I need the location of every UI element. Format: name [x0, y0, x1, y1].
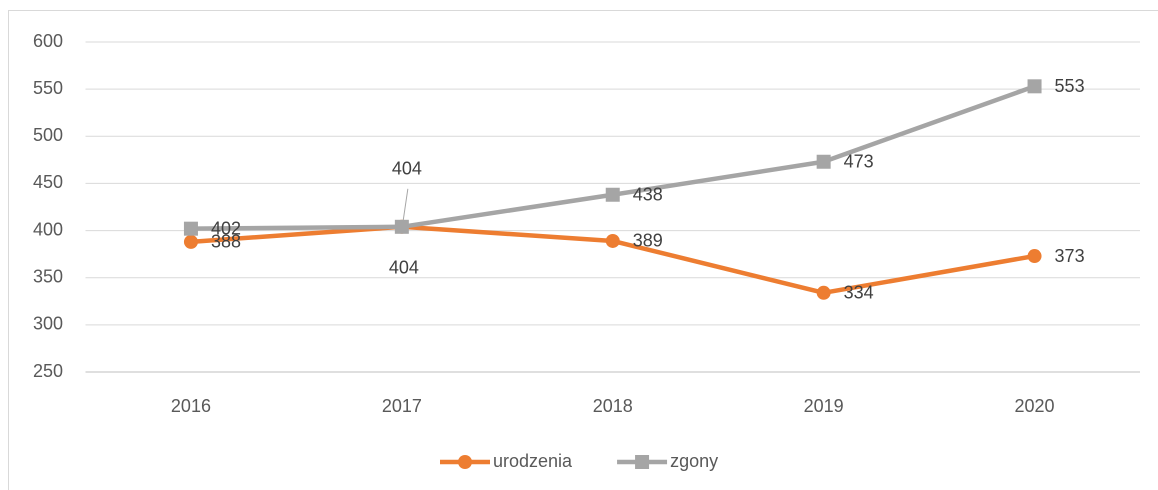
- data-label: 373: [1055, 246, 1085, 266]
- x-tick-label: 2020: [1015, 396, 1055, 416]
- data-label: 438: [633, 184, 663, 204]
- data-label: 334: [844, 283, 874, 303]
- legend-label: zgony: [670, 451, 718, 471]
- data-label: 404: [392, 159, 422, 179]
- data-label: 402: [211, 218, 241, 238]
- legend-marker: [635, 455, 650, 469]
- chart-border: [8, 10, 1158, 490]
- y-tick-label: 550: [33, 78, 63, 98]
- leader-line: [402, 188, 409, 223]
- x-tick-label: 2019: [804, 396, 844, 416]
- y-tick-label: 450: [33, 172, 63, 192]
- data-label: 473: [844, 151, 874, 171]
- x-tick-label: 2018: [593, 396, 633, 416]
- y-tick-label: 600: [33, 31, 63, 51]
- y-tick-label: 500: [33, 125, 63, 145]
- x-tick-label: 2017: [382, 396, 422, 416]
- data-label: 553: [1055, 76, 1085, 96]
- y-tick-label: 300: [33, 314, 63, 334]
- point-marker: [394, 219, 409, 234]
- data-label: 404: [389, 258, 419, 278]
- x-tick-label: 2016: [171, 396, 211, 416]
- point-marker: [183, 221, 198, 236]
- point-marker: [816, 154, 831, 169]
- y-tick-label: 350: [33, 266, 63, 286]
- data-label: 388: [211, 232, 241, 252]
- y-tick-label: 400: [33, 219, 63, 239]
- point-marker: [605, 187, 620, 202]
- point-marker: [605, 233, 620, 248]
- legend-label: urodzenia: [493, 451, 573, 471]
- legend-marker: [458, 455, 472, 469]
- data-label: 389: [633, 231, 663, 251]
- point-marker: [1027, 249, 1042, 264]
- point-marker: [816, 285, 831, 300]
- point-marker: [183, 234, 198, 249]
- y-tick-label: 250: [33, 361, 63, 381]
- point-marker: [1027, 79, 1042, 94]
